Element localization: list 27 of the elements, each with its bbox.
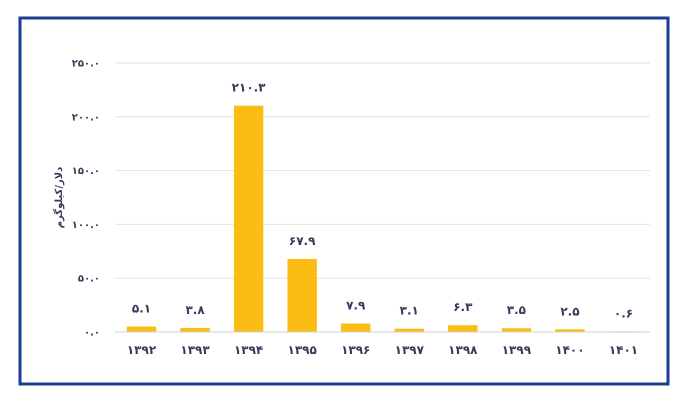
data-label: ۶.۳	[453, 300, 474, 314]
data-label: ۳.۸	[185, 302, 206, 317]
x-tick-label: ۱۳۹۲	[126, 343, 157, 357]
data-label: ۶۷.۹	[288, 234, 316, 248]
y-tick-label: ۰.۰	[84, 328, 100, 338]
y-tick-label: ۲۰۰.۰	[72, 112, 100, 124]
data-label: ۷.۹	[346, 298, 366, 312]
y-tick-label: ۱۵۰.۰	[72, 166, 100, 178]
x-tick-label: ۱۳۹۹	[502, 343, 532, 357]
y-tick-label: ۲۵۰.۰	[72, 58, 100, 70]
x-tick-label: ۱۳۹۵	[288, 343, 317, 357]
x-tick-label: ۱۴۰۰	[555, 343, 585, 357]
x-tick-label: ۱۳۹۴	[234, 343, 264, 357]
data-label: ۳.۵	[506, 303, 526, 318]
data-label: ۳.۱	[400, 304, 419, 318]
x-tick-label: ۱۴۰۱	[608, 343, 638, 357]
data-label: ۵.۱	[132, 302, 152, 316]
y-tick-label: ۱۰۰.۰	[72, 220, 100, 231]
data-label: ۰.۶	[614, 306, 634, 320]
y-axis-title: دلار/کیلوگرم	[52, 166, 65, 228]
x-tick-label: ۱۳۹۶	[341, 343, 370, 357]
data-label: ۲.۵	[560, 304, 580, 318]
x-tick-label: ۱۳۹۷	[394, 343, 425, 357]
x-tick-label: ۱۳۹۳	[180, 343, 210, 357]
y-tick-label: ۵۰.۰	[78, 274, 100, 285]
x-tick-label: ۱۳۹۸	[448, 343, 478, 357]
data-label: ۲۱۰.۳	[232, 80, 266, 95]
